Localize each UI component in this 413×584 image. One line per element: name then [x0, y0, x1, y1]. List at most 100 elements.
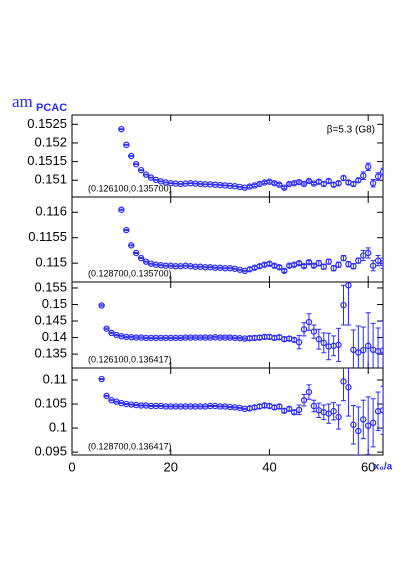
point: [103, 325, 110, 332]
point: [355, 177, 362, 184]
y-label: am: [12, 92, 33, 111]
point: [281, 184, 288, 191]
point: [132, 160, 140, 168]
point: [350, 263, 357, 270]
y-tick-label: 0.15: [42, 296, 67, 311]
point: [290, 336, 298, 344]
point: [310, 328, 318, 335]
point: [290, 409, 298, 416]
point: [276, 264, 283, 271]
point: [379, 347, 383, 354]
point: [335, 413, 342, 421]
point: [374, 173, 382, 180]
point: [364, 163, 372, 171]
point: [137, 166, 145, 174]
point: [118, 125, 125, 133]
point: [330, 408, 337, 415]
point: [128, 152, 135, 160]
panel-label: (0.126100,0.136417): [88, 354, 172, 364]
point: [295, 406, 303, 414]
point: [335, 261, 342, 268]
y-tick-label: 0.1525: [27, 116, 67, 131]
point: [364, 422, 372, 429]
point: [340, 174, 347, 182]
y-tick-label: 0.11: [43, 371, 67, 386]
point: [379, 259, 383, 267]
y-tick-label: 0.115: [35, 255, 67, 270]
x-tick-label: 0: [68, 459, 75, 474]
point: [335, 180, 342, 187]
point: [300, 326, 308, 333]
point: [103, 392, 110, 400]
point: [305, 318, 313, 326]
point: [330, 265, 337, 272]
point: [350, 421, 357, 428]
point: [360, 416, 367, 423]
point: [325, 410, 332, 417]
x-tick-label: 60: [361, 459, 375, 474]
point: [350, 346, 357, 354]
point: [355, 349, 362, 356]
point: [345, 384, 352, 391]
point: [295, 259, 303, 267]
point: [369, 180, 377, 187]
point: [315, 336, 323, 343]
y-tick-label: 0.1155: [28, 229, 67, 244]
y-tick-label: 0.14: [42, 329, 67, 344]
point: [295, 339, 303, 346]
point: [340, 301, 347, 309]
point: [310, 402, 318, 410]
point: [355, 427, 362, 435]
y-tick-label: 0.105: [34, 395, 67, 410]
point: [123, 226, 130, 234]
point: [98, 375, 105, 383]
point: [374, 257, 382, 264]
point: [305, 388, 313, 396]
point: [320, 339, 327, 347]
point: [281, 267, 288, 275]
series: [98, 282, 383, 368]
point: [340, 254, 347, 262]
point: [286, 405, 293, 413]
series: [118, 125, 383, 191]
x-tick-label: 40: [262, 459, 276, 474]
point: [350, 180, 357, 188]
point: [142, 171, 150, 178]
point: [379, 407, 383, 414]
x-label: x₀/a: [374, 462, 393, 473]
point: [305, 258, 313, 266]
point: [315, 259, 323, 267]
point: [360, 172, 367, 179]
y-tick-label: 0.116: [35, 204, 67, 219]
point: [123, 141, 130, 149]
point: [118, 206, 125, 213]
point: [300, 397, 308, 404]
point: [320, 263, 327, 270]
point: [132, 249, 140, 257]
panel-label: (0.128700,0.136417): [88, 441, 172, 451]
point: [360, 346, 367, 354]
point: [305, 177, 313, 185]
point: [98, 302, 105, 309]
y-tick-label: 0.155: [34, 279, 67, 294]
x-tick-label: 20: [163, 459, 177, 474]
panel-label: (0.126100,0.135700): [88, 183, 172, 193]
point: [379, 168, 383, 176]
series: [98, 368, 383, 455]
point: [276, 403, 283, 410]
y-tick-label: 0.145: [34, 312, 67, 327]
point: [128, 242, 135, 249]
y-tick-label: 0.1515: [27, 153, 67, 168]
panel-label: (0.128700,0.135700): [88, 268, 172, 278]
y-tick-label: 0.095: [34, 444, 67, 459]
point: [364, 249, 372, 257]
y-tick-label: 0.152: [34, 134, 67, 149]
point: [276, 181, 283, 188]
point: [300, 180, 308, 188]
point: [360, 252, 367, 259]
y-label-subscript: PCAC: [36, 102, 67, 114]
point: [320, 180, 327, 188]
point: [325, 177, 332, 185]
point: [147, 174, 155, 181]
point: [335, 341, 342, 349]
